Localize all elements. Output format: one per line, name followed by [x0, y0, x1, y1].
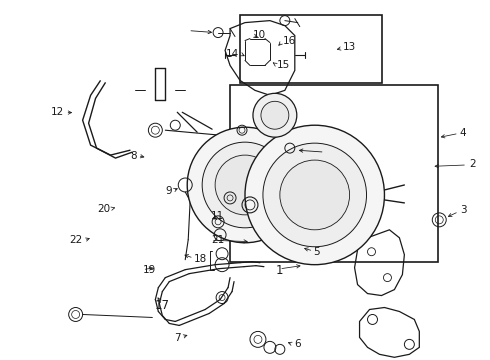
Circle shape: [202, 142, 288, 228]
Text: 19: 19: [143, 265, 156, 275]
Text: 9: 9: [165, 186, 172, 196]
Text: 10: 10: [252, 30, 266, 40]
Text: 6: 6: [294, 339, 300, 349]
Text: 17: 17: [154, 299, 170, 312]
Text: 3: 3: [460, 206, 466, 216]
Text: 4: 4: [460, 128, 466, 138]
Text: 15: 15: [277, 59, 290, 69]
Text: 22: 22: [70, 235, 83, 245]
Circle shape: [253, 93, 297, 137]
Circle shape: [261, 101, 289, 129]
Text: 11: 11: [211, 211, 224, 221]
Text: 16: 16: [283, 36, 296, 46]
Text: 8: 8: [130, 150, 137, 161]
Text: 18: 18: [194, 254, 207, 264]
Text: 7: 7: [174, 333, 181, 343]
Text: 5: 5: [313, 247, 320, 257]
Text: 13: 13: [343, 42, 356, 52]
Circle shape: [280, 160, 349, 230]
Text: 2: 2: [469, 159, 476, 169]
Text: 1: 1: [275, 264, 283, 277]
Text: 20: 20: [98, 204, 111, 215]
Circle shape: [245, 125, 385, 265]
Bar: [240, 15, 382, 83]
Text: 12: 12: [51, 107, 64, 117]
Text: 14: 14: [226, 49, 239, 59]
Bar: [230, 85, 438, 262]
Circle shape: [187, 127, 303, 243]
Text: 21: 21: [211, 235, 224, 245]
Circle shape: [215, 155, 275, 215]
Circle shape: [263, 143, 367, 247]
